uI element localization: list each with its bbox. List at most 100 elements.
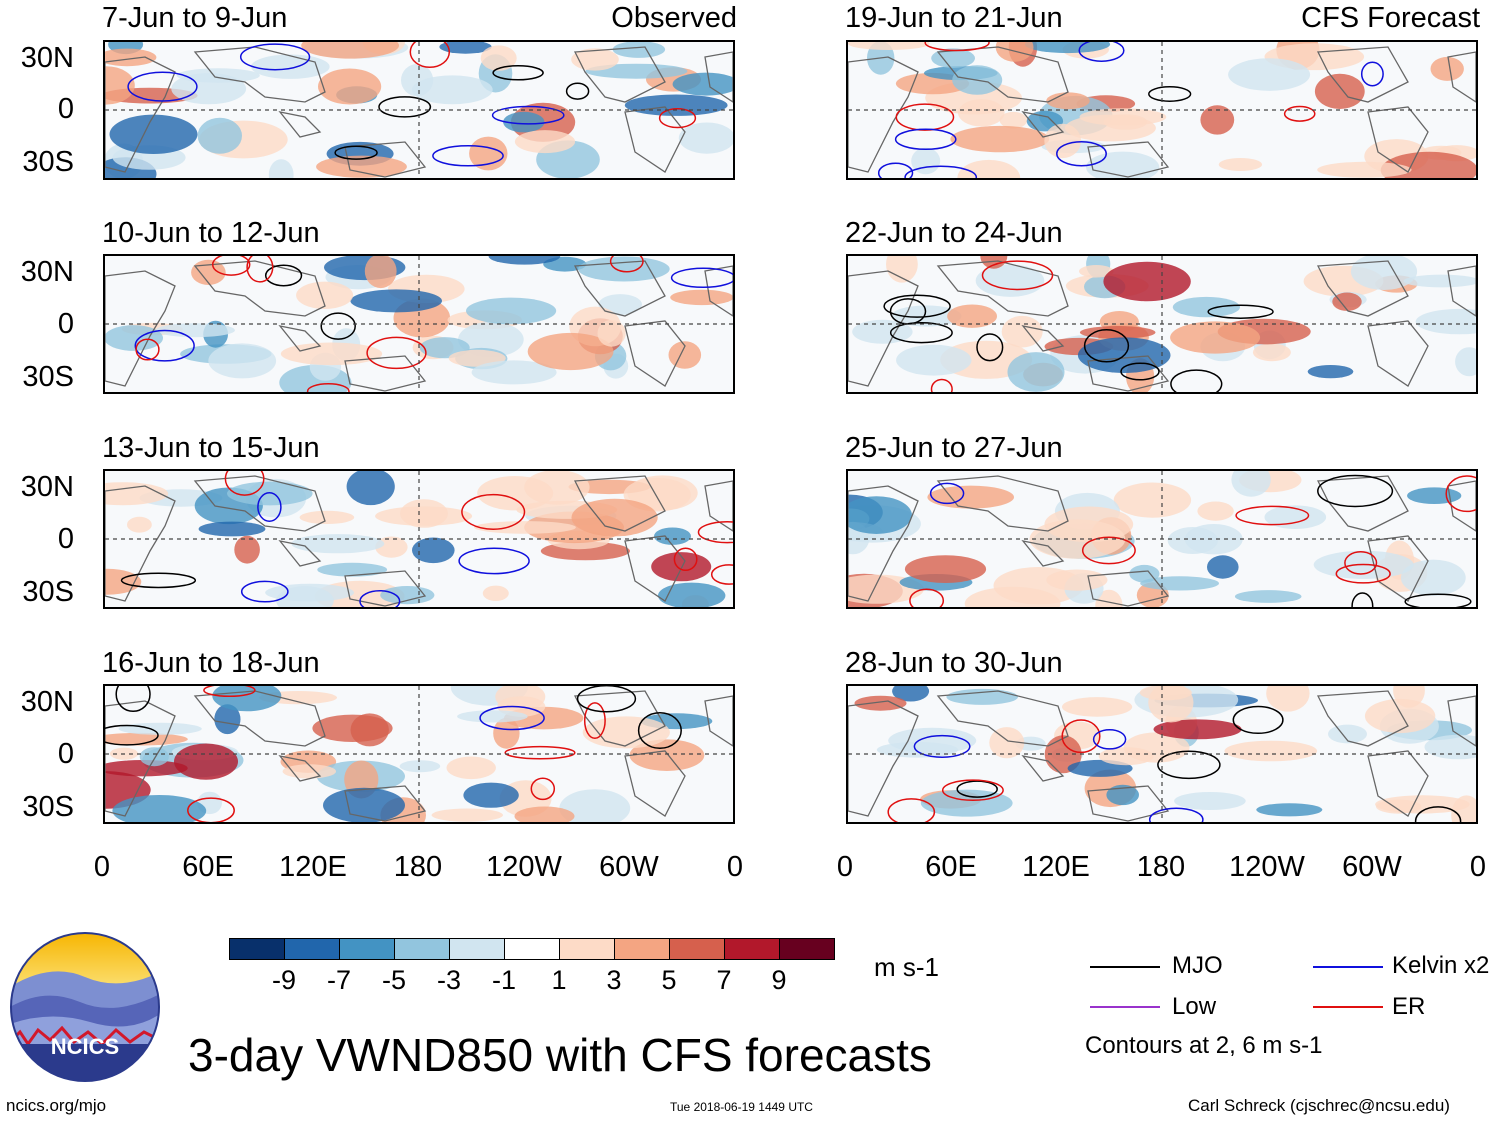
mjo-contour	[883, 294, 951, 318]
negative-anomaly	[439, 42, 492, 54]
negative-anomaly	[118, 722, 202, 735]
mjo-contour	[976, 333, 1004, 362]
negative-anomaly	[208, 343, 277, 379]
negative-anomaly	[457, 710, 528, 723]
panel-title: 22-Jun to 24-Jun	[845, 217, 1063, 249]
panel-title: 10-Jun to 12-Jun	[102, 217, 320, 249]
kelvin-contour	[359, 589, 401, 607]
negative-anomaly	[1424, 734, 1476, 760]
map-field	[848, 256, 1476, 392]
positive-anomaly	[1314, 73, 1365, 109]
lat-label-30n: 30N	[20, 256, 74, 288]
lon-label: 120W	[486, 851, 562, 883]
lon-label: 0	[726, 851, 744, 883]
positive-anomaly	[964, 586, 1061, 607]
er-contour	[366, 336, 427, 370]
mjo-contour	[1232, 705, 1284, 735]
negative-anomaly	[212, 686, 282, 712]
map-field	[848, 471, 1476, 607]
negative-anomaly	[931, 48, 975, 68]
lon-label: 0	[1469, 851, 1487, 883]
er-contour	[224, 471, 265, 496]
positive-anomaly	[524, 471, 590, 505]
negative-anomaly	[1455, 347, 1476, 377]
er-contour	[203, 686, 256, 698]
negative-anomaly	[1415, 308, 1476, 335]
map-field	[848, 42, 1476, 178]
er-contour	[583, 702, 606, 740]
colorbar-tick-label: 1	[551, 965, 567, 995]
negative-anomaly	[612, 42, 666, 58]
colorbar-tick-label: -7	[326, 965, 351, 995]
positive-anomaly	[980, 256, 1008, 269]
kelvin-contour	[894, 128, 957, 151]
negative-anomaly	[578, 256, 670, 282]
positive-anomaly	[1200, 105, 1235, 135]
negative-anomaly	[1400, 559, 1466, 596]
legend-label-kelvin: Kelvin x2	[1392, 952, 1490, 979]
negative-anomaly	[1264, 505, 1327, 529]
colorbar-swatch	[394, 938, 450, 960]
negative-anomaly	[1328, 724, 1367, 744]
mjo-contour	[105, 724, 159, 746]
map-plot	[846, 254, 1478, 394]
positive-anomaly	[127, 516, 152, 533]
negative-anomaly	[317, 562, 388, 577]
negative-anomaly	[105, 325, 163, 351]
mjo-contour	[1351, 592, 1374, 607]
coastline	[105, 260, 733, 392]
mjo-contour	[120, 572, 197, 589]
mjo-contour	[378, 96, 432, 118]
positive-anomaly	[1376, 799, 1422, 814]
lon-label: 60E	[925, 851, 977, 883]
colorbar-swatch	[669, 938, 725, 960]
mjo-contour	[115, 686, 151, 713]
positive-anomaly	[995, 42, 1034, 62]
kelvin-contour	[491, 105, 565, 125]
colorbar-swatch	[559, 938, 615, 960]
positive-anomaly	[174, 743, 238, 780]
er-contour	[306, 382, 350, 392]
colorbar-tick-label: -3	[436, 965, 461, 995]
negative-anomaly	[624, 94, 728, 116]
lon-label: 60W	[1342, 851, 1402, 883]
er-contour	[941, 779, 1004, 802]
ncics-logo: NCICS	[10, 932, 160, 1082]
negative-anomaly	[503, 111, 545, 133]
kelvin-contour	[877, 162, 914, 178]
er-contour	[887, 798, 936, 822]
er-contour	[135, 338, 160, 361]
negative-anomaly	[1140, 576, 1219, 591]
contour-note: Contours at 2, 6 m s-1	[1085, 1032, 1323, 1059]
er-contour	[1081, 536, 1136, 565]
colorbar-swatch	[504, 938, 560, 960]
panel-title: 25-Jun to 27-Jun	[845, 432, 1063, 464]
er-contour	[895, 103, 955, 131]
negative-anomaly	[176, 68, 260, 83]
positive-anomaly	[670, 289, 733, 306]
kelvin-contour	[1148, 807, 1204, 822]
positive-anomaly	[318, 68, 382, 105]
legend-line-mjo	[1090, 966, 1160, 968]
positive-anomaly	[375, 506, 473, 526]
negative-anomaly	[1174, 792, 1246, 810]
column-label-observed: Observed	[611, 2, 737, 34]
negative-anomaly	[1024, 42, 1111, 54]
footer-credit: Carl Schreck (cjschrec@ncsu.edu)	[1188, 1096, 1450, 1115]
positive-anomaly	[446, 756, 496, 780]
lat-label-eq: 0	[57, 738, 74, 770]
er-contour	[924, 42, 990, 52]
lat-label-eq: 0	[57, 308, 74, 340]
mjo-contour	[1157, 750, 1221, 780]
positive-anomaly	[1197, 501, 1234, 521]
negative-anomaly	[1350, 256, 1418, 290]
kelvin-contour	[479, 705, 545, 731]
colorbar-tick-label: -9	[271, 965, 296, 995]
lon-label: 120E	[279, 851, 347, 883]
positive-anomaly	[597, 319, 626, 347]
positive-anomaly	[1103, 261, 1191, 302]
footer-url[interactable]: ncics.org/mjo	[6, 1096, 107, 1115]
er-contour	[1235, 505, 1310, 526]
er-contour	[504, 745, 576, 760]
positive-anomaly	[282, 764, 336, 779]
